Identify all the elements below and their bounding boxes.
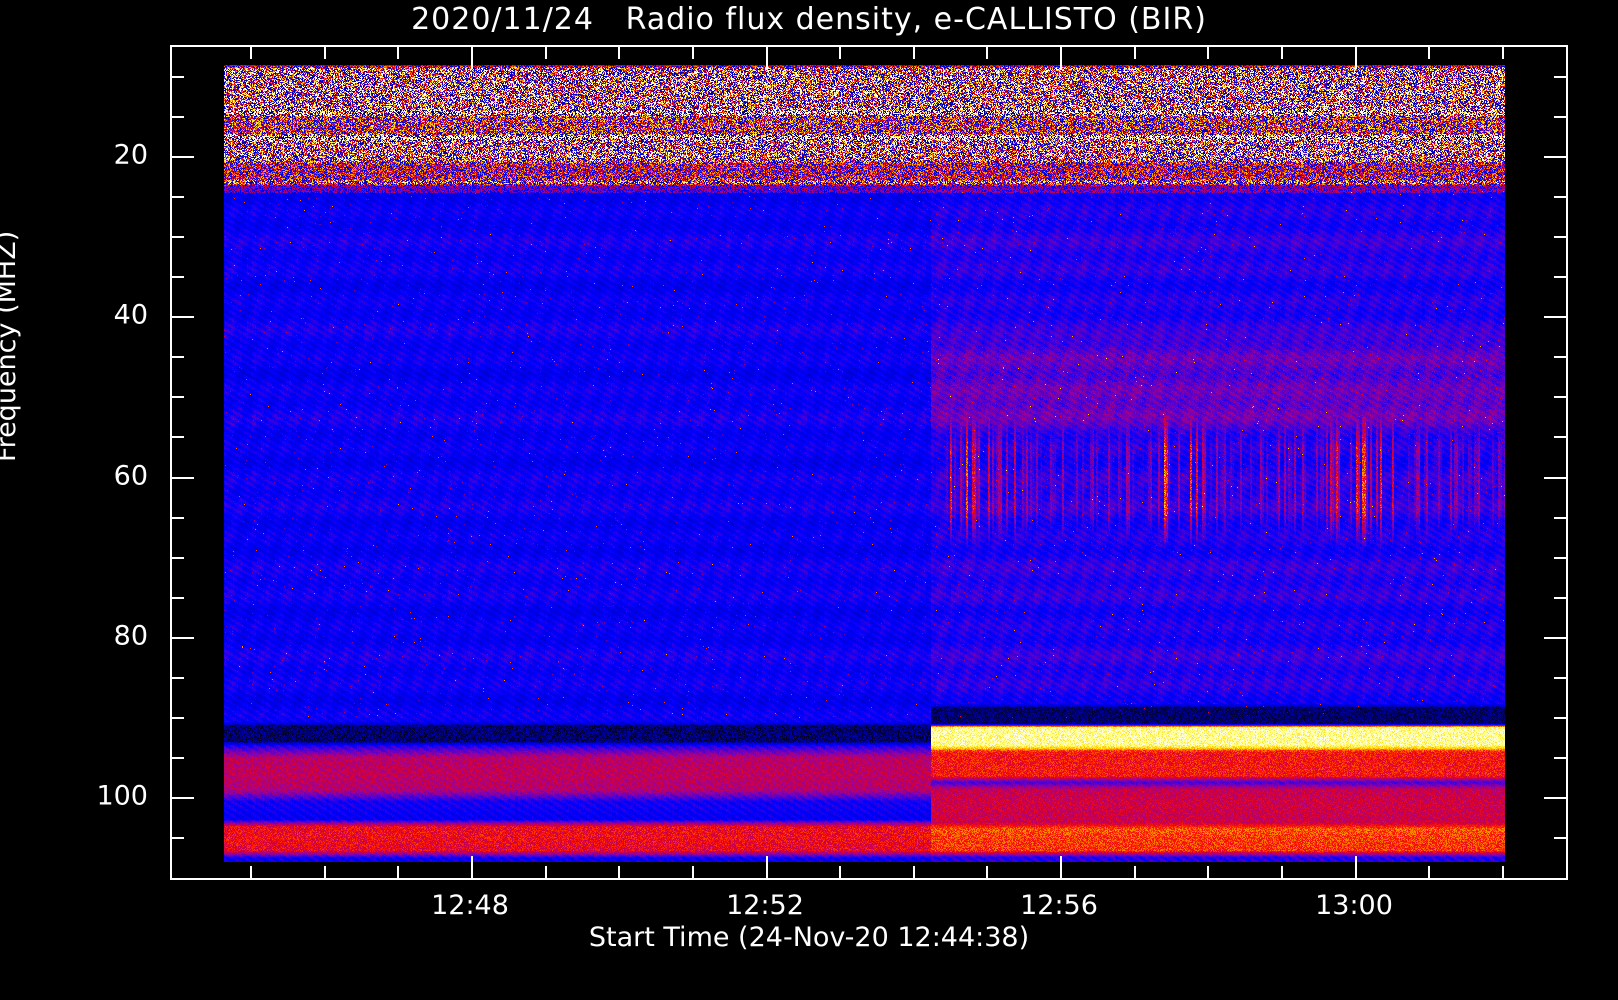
y-tick-minor <box>172 597 184 599</box>
x-tick-major <box>766 47 768 69</box>
x-tick-minor <box>1428 866 1430 878</box>
y-tick-minor <box>172 757 184 759</box>
page-title: 2020/11/24 Radio flux density, e-CALLIST… <box>411 2 1207 37</box>
x-tick-minor <box>839 866 841 878</box>
y-tick-minor <box>172 517 184 519</box>
x-tick-major <box>471 47 473 69</box>
x-tick-label: 13:00 <box>1315 890 1393 921</box>
y-tick-major <box>1544 637 1566 639</box>
x-tick-minor <box>1502 47 1504 59</box>
x-tick-minor <box>1428 47 1430 59</box>
x-tick-major <box>471 856 473 878</box>
y-tick-minor <box>172 196 184 198</box>
y-tick-label: 80 <box>113 620 148 652</box>
y-tick-minor <box>1554 717 1566 719</box>
x-tick-minor <box>324 47 326 59</box>
y-tick-minor <box>172 717 184 719</box>
y-tick-minor <box>172 356 184 358</box>
spectrogram-image-area <box>224 65 1505 862</box>
spectrogram-canvas <box>224 65 1505 862</box>
x-tick-minor <box>913 47 915 59</box>
x-tick-minor <box>618 866 620 878</box>
y-tick-minor <box>1554 597 1566 599</box>
x-tick-major <box>1060 47 1062 69</box>
x-tick-minor <box>692 47 694 59</box>
y-tick-minor <box>1554 837 1566 839</box>
x-tick-minor <box>1134 47 1136 59</box>
x-tick-label: 12:52 <box>726 890 804 921</box>
x-tick-minor <box>545 866 547 878</box>
x-tick-major <box>1355 47 1357 69</box>
y-tick-minor <box>1554 276 1566 278</box>
x-tick-minor <box>618 47 620 59</box>
y-tick-minor <box>1554 757 1566 759</box>
x-tick-minor <box>1281 47 1283 59</box>
y-tick-minor <box>172 236 184 238</box>
y-tick-minor <box>172 276 184 278</box>
y-tick-major <box>172 637 194 639</box>
plot-frame <box>170 45 1568 880</box>
x-tick-minor <box>545 47 547 59</box>
y-tick-minor <box>1554 196 1566 198</box>
y-tick-label: 20 <box>113 139 148 171</box>
x-tick-minor <box>692 866 694 878</box>
x-tick-major <box>1355 856 1357 878</box>
y-tick-minor <box>1554 356 1566 358</box>
y-tick-minor <box>172 677 184 679</box>
y-tick-major <box>172 477 194 479</box>
x-tick-minor <box>913 866 915 878</box>
y-tick-minor <box>1554 517 1566 519</box>
y-tick-minor <box>1554 557 1566 559</box>
x-axis-title: Start Time (24-Nov-20 12:44:38) <box>588 922 1030 953</box>
x-tick-minor <box>250 47 252 59</box>
y-tick-major <box>172 797 194 799</box>
y-tick-label: 60 <box>113 460 148 492</box>
y-tick-label: 100 <box>96 780 148 812</box>
y-tick-minor <box>172 436 184 438</box>
x-tick-minor <box>397 866 399 878</box>
y-tick-minor <box>1554 116 1566 118</box>
x-tick-minor <box>1281 866 1283 878</box>
y-tick-minor <box>1554 436 1566 438</box>
y-tick-minor <box>172 396 184 398</box>
y-tick-minor <box>172 837 184 839</box>
x-tick-major <box>766 856 768 878</box>
y-tick-major <box>172 156 194 158</box>
x-tick-minor <box>250 866 252 878</box>
x-tick-minor <box>1502 866 1504 878</box>
x-tick-minor <box>986 47 988 59</box>
x-tick-minor <box>839 47 841 59</box>
y-tick-major <box>172 316 194 318</box>
y-tick-minor <box>172 116 184 118</box>
x-tick-minor <box>1134 866 1136 878</box>
x-tick-label: 12:56 <box>1020 890 1098 921</box>
x-tick-label: 12:48 <box>431 890 509 921</box>
y-tick-major <box>1544 797 1566 799</box>
y-tick-minor <box>1554 236 1566 238</box>
y-tick-minor <box>1554 677 1566 679</box>
y-tick-minor <box>1554 76 1566 78</box>
y-tick-major <box>1544 156 1566 158</box>
x-tick-minor <box>324 866 326 878</box>
y-axis-title: Frequency (MHZ) <box>0 230 22 462</box>
x-tick-minor <box>397 47 399 59</box>
y-tick-minor <box>172 557 184 559</box>
y-tick-minor <box>1554 396 1566 398</box>
y-tick-label: 40 <box>113 299 148 331</box>
x-tick-major <box>1060 856 1062 878</box>
y-tick-minor <box>172 76 184 78</box>
x-tick-minor <box>1207 866 1209 878</box>
y-tick-major <box>1544 477 1566 479</box>
x-tick-minor <box>1207 47 1209 59</box>
y-tick-major <box>1544 316 1566 318</box>
x-tick-minor <box>986 866 988 878</box>
